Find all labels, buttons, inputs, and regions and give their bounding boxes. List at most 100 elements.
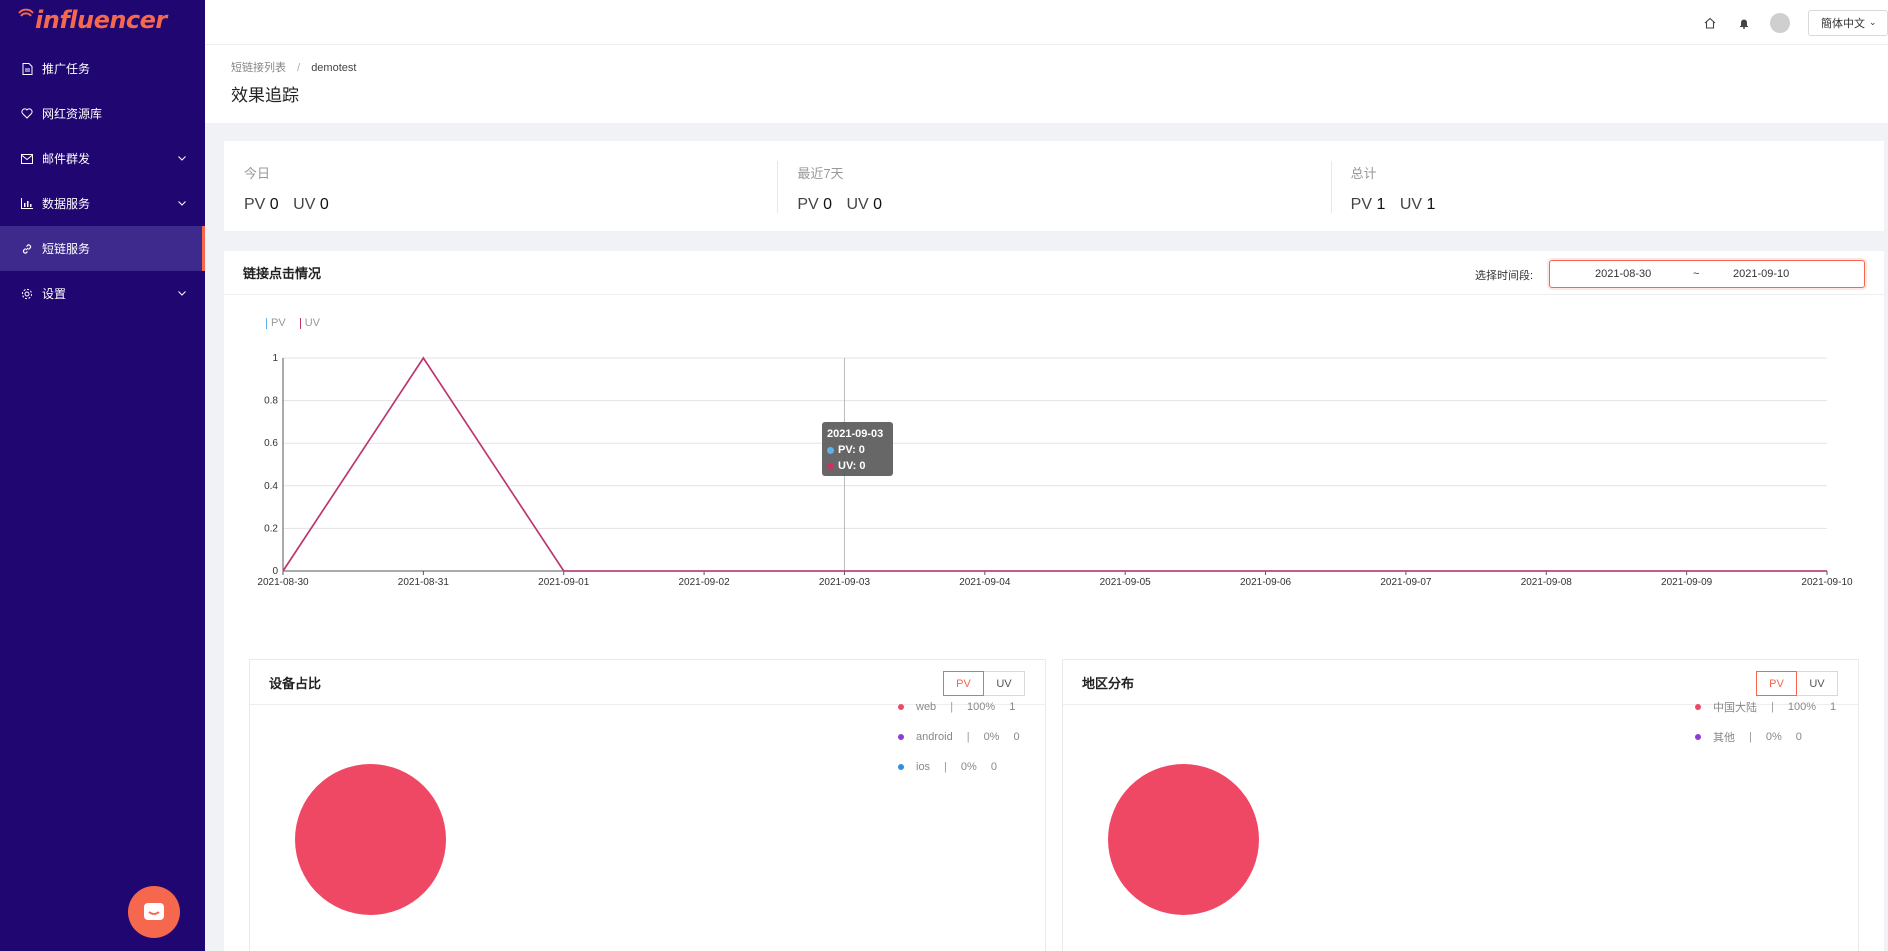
stats-summary: 今日 PV 0 UV 0 最近7天 PV 0 UV 0 总计 PV 1 UV 1 bbox=[224, 141, 1884, 231]
legend-separator: | bbox=[1749, 731, 1752, 743]
breadcrumb-separator: / bbox=[297, 62, 301, 74]
region-pv-toggle[interactable]: PV bbox=[1756, 671, 1797, 696]
legend-name: 其他 bbox=[1713, 732, 1735, 744]
legend-item-pv[interactable]: PV bbox=[266, 317, 286, 329]
home-icon[interactable] bbox=[1702, 15, 1718, 31]
date-range-start[interactable]: 2021-08-30 bbox=[1595, 268, 1652, 280]
page-title: 效果追踪 bbox=[231, 86, 299, 105]
mail-icon bbox=[20, 152, 34, 166]
tooltip-pv-dot bbox=[827, 446, 834, 454]
region-legend-item[interactable]: 其他 | 0% 0 bbox=[1695, 722, 1836, 752]
uv-value: 0 bbox=[319, 196, 329, 213]
sidebar-item-label: 数据服务 bbox=[42, 197, 91, 211]
x-tick-label: 2021-09-10 bbox=[1801, 577, 1853, 588]
date-range-picker[interactable]: 2021-08-30 ~ 2021-09-10 bbox=[1549, 260, 1865, 288]
device-share-header: 设备占比 PV UV bbox=[250, 660, 1045, 705]
x-tick-label: 2021-09-03 bbox=[819, 577, 871, 588]
legend-separator: | bbox=[944, 761, 947, 773]
stat-label: 今日 bbox=[244, 166, 271, 181]
legend-swatch-uv bbox=[299, 317, 301, 329]
bell-icon[interactable] bbox=[1736, 15, 1752, 31]
pv-value: 0 bbox=[823, 196, 833, 213]
logo-signal-icon bbox=[18, 8, 34, 17]
sidebar-item-settings[interactable]: 设置 bbox=[0, 271, 205, 316]
device-legend-item[interactable]: web | 100% 1 bbox=[898, 692, 1020, 722]
uv-label: UV bbox=[846, 196, 869, 213]
chat-button[interactable] bbox=[128, 886, 180, 938]
legend-label: UV bbox=[304, 317, 320, 329]
stat-values: PV 1 UV 1 bbox=[1351, 196, 1884, 214]
sidebar-item-mass-email[interactable]: 邮件群发 bbox=[0, 136, 205, 181]
top-header: 簡体中文 ⌄ bbox=[205, 0, 1888, 45]
region-distribution-card: 地区分布 PV UV 中国大陆 | 100% 1 其他 | 0% 0 bbox=[1062, 659, 1859, 951]
date-range-end[interactable]: 2021-09-10 bbox=[1733, 268, 1790, 280]
legend-percent: 0% bbox=[960, 761, 977, 773]
device-legend-item[interactable]: android | 0% 0 bbox=[898, 722, 1020, 752]
region-uv-toggle[interactable]: UV bbox=[1797, 671, 1838, 696]
legend-label: PV bbox=[271, 317, 286, 329]
breadcrumb: 短链接列表 / demotest bbox=[231, 45, 1888, 81]
avatar[interactable] bbox=[1770, 12, 1790, 33]
link-clicks-header: 链接点击情况 选择时间段: 2021-08-30 ~ 2021-09-10 bbox=[224, 251, 1884, 295]
x-tick-label: 2021-09-08 bbox=[1521, 577, 1573, 588]
legend-percent: 0% bbox=[983, 731, 1000, 743]
legend-item-uv[interactable]: UV bbox=[299, 317, 320, 329]
pv-value: 1 bbox=[1376, 196, 1386, 213]
legend-separator: | bbox=[1771, 701, 1774, 713]
x-tick-label: 2021-08-31 bbox=[398, 577, 450, 588]
uv-value: 1 bbox=[1426, 196, 1436, 213]
tooltip-pv: PV: 0 bbox=[838, 444, 865, 456]
chevron-down-icon bbox=[177, 289, 187, 299]
region-metric-toggle: PV UV bbox=[1756, 671, 1838, 696]
legend-count: 1 bbox=[1830, 701, 1837, 713]
y-tick-label: 0 bbox=[272, 566, 278, 577]
sidebar-item-promotion-tasks[interactable]: 推广任务 bbox=[0, 46, 205, 91]
y-tick-label: 0.6 bbox=[264, 438, 278, 449]
language-select-value: 簡体中文 bbox=[1821, 17, 1865, 30]
legend-count: 0 bbox=[1795, 731, 1802, 743]
document-icon bbox=[20, 62, 34, 76]
device-pie-chart bbox=[295, 764, 446, 915]
stat-values: PV 0 UV 0 bbox=[797, 196, 1330, 214]
chart-legend: PV UV bbox=[266, 317, 334, 329]
legend-dot bbox=[1695, 704, 1701, 710]
page-header: 短链接列表 / demotest 效果追踪 bbox=[205, 45, 1888, 123]
device-pie-legend: web | 100% 1 android | 0% 0 ios | 0% 0 bbox=[898, 692, 1020, 782]
pv-label: PV bbox=[1350, 196, 1372, 213]
uv-label: UV bbox=[293, 196, 316, 213]
legend-name: ios bbox=[916, 761, 931, 773]
sidebar-menu: 推广任务 网红资源库 邮件群发 数据服务 bbox=[0, 46, 205, 316]
tooltip-date: 2021-09-03 bbox=[827, 428, 884, 440]
sidebar-item-label: 短链服务 bbox=[42, 242, 91, 256]
chevron-down-icon bbox=[177, 154, 187, 164]
legend-dot bbox=[898, 704, 904, 710]
device-uv-toggle[interactable]: UV bbox=[984, 671, 1025, 696]
x-tick-label: 2021-08-30 bbox=[257, 577, 309, 588]
y-tick-label: 1 bbox=[272, 353, 278, 364]
chevron-down-icon: ⌄ bbox=[1869, 17, 1877, 27]
x-tick-label: 2021-09-05 bbox=[1100, 577, 1152, 588]
logo[interactable]: influencer bbox=[0, 0, 205, 40]
date-range-separator: ~ bbox=[1693, 268, 1700, 280]
header-actions: 簡体中文 ⌄ bbox=[1702, 0, 1888, 45]
device-pv-toggle[interactable]: PV bbox=[943, 671, 984, 696]
tooltip-uv-row: UV: 0 bbox=[827, 458, 888, 474]
stat-label: 总计 bbox=[1350, 166, 1377, 181]
stat-total: 总计 PV 1 UV 1 bbox=[1330, 141, 1884, 231]
legend-percent: 100% bbox=[1787, 701, 1816, 713]
sidebar-item-data-services[interactable]: 数据服务 bbox=[0, 181, 205, 226]
legend-name: 中国大陆 bbox=[1713, 702, 1757, 714]
gear-icon bbox=[20, 287, 34, 301]
pv-value: 0 bbox=[269, 196, 279, 213]
date-range-label: 选择时间段: bbox=[1475, 270, 1534, 282]
stat-label: 最近7天 bbox=[797, 166, 844, 181]
sidebar-item-influencer-library[interactable]: 网红资源库 bbox=[0, 91, 205, 136]
region-legend-item[interactable]: 中国大陆 | 100% 1 bbox=[1695, 692, 1836, 722]
breadcrumb-parent-link[interactable]: 短链接列表 bbox=[231, 62, 286, 74]
stat-last-7-days: 最近7天 PV 0 UV 0 bbox=[777, 141, 1330, 231]
device-legend-item[interactable]: ios | 0% 0 bbox=[898, 752, 1020, 782]
sidebar-item-short-link[interactable]: 短链服务 bbox=[0, 226, 205, 271]
legend-dot bbox=[898, 734, 904, 740]
pv-label: PV bbox=[244, 196, 266, 213]
